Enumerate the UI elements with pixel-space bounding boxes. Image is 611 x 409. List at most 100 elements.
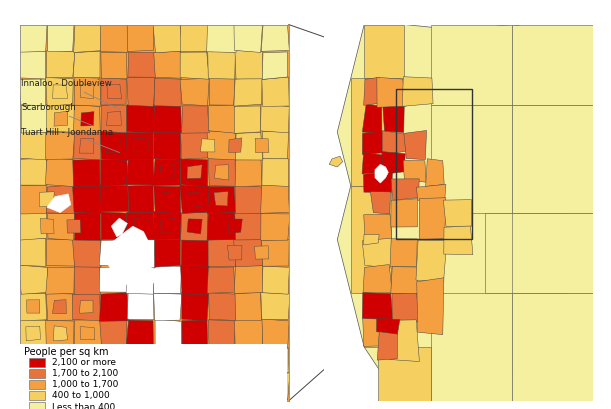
Polygon shape — [391, 199, 417, 227]
Polygon shape — [46, 346, 73, 375]
Polygon shape — [364, 77, 379, 106]
Polygon shape — [485, 213, 566, 293]
Polygon shape — [101, 106, 127, 133]
Polygon shape — [99, 185, 128, 212]
Polygon shape — [79, 138, 94, 153]
Polygon shape — [153, 266, 181, 293]
Polygon shape — [180, 347, 209, 374]
Polygon shape — [46, 132, 75, 160]
Polygon shape — [431, 105, 512, 213]
Polygon shape — [261, 292, 290, 319]
Polygon shape — [404, 130, 426, 160]
Polygon shape — [18, 373, 48, 402]
Polygon shape — [416, 240, 447, 282]
Polygon shape — [81, 112, 94, 126]
Polygon shape — [419, 198, 446, 240]
Polygon shape — [181, 239, 209, 266]
Polygon shape — [260, 104, 289, 133]
Polygon shape — [382, 104, 404, 133]
Polygon shape — [417, 278, 444, 335]
Text: 2,100 or more: 2,100 or more — [52, 358, 116, 367]
Polygon shape — [54, 111, 68, 126]
Polygon shape — [153, 293, 182, 321]
Polygon shape — [234, 265, 263, 293]
Polygon shape — [377, 332, 397, 360]
Polygon shape — [235, 106, 261, 133]
Polygon shape — [127, 23, 154, 52]
Text: People per sq km: People per sq km — [24, 347, 108, 357]
Polygon shape — [107, 84, 122, 99]
Polygon shape — [181, 212, 208, 241]
Polygon shape — [390, 320, 419, 362]
Polygon shape — [261, 213, 290, 240]
Polygon shape — [126, 212, 155, 240]
Polygon shape — [48, 25, 74, 51]
Polygon shape — [262, 52, 288, 79]
Polygon shape — [208, 105, 236, 133]
Polygon shape — [53, 85, 68, 99]
Text: Innaloo - Doubleview: Innaloo - Doubleview — [21, 79, 120, 109]
Polygon shape — [108, 354, 121, 368]
Polygon shape — [392, 293, 419, 322]
Polygon shape — [155, 319, 181, 348]
Polygon shape — [403, 160, 426, 182]
Polygon shape — [403, 76, 433, 106]
Polygon shape — [101, 52, 127, 79]
Polygon shape — [228, 219, 243, 234]
Polygon shape — [128, 239, 155, 267]
Polygon shape — [364, 25, 404, 78]
Polygon shape — [180, 131, 209, 159]
Polygon shape — [26, 326, 40, 341]
Polygon shape — [72, 347, 102, 375]
Polygon shape — [46, 239, 75, 266]
Polygon shape — [99, 374, 128, 401]
Polygon shape — [214, 191, 228, 206]
Polygon shape — [106, 139, 122, 153]
Polygon shape — [100, 132, 128, 160]
Polygon shape — [444, 226, 473, 255]
Polygon shape — [161, 218, 175, 233]
Polygon shape — [262, 373, 290, 400]
Polygon shape — [26, 300, 40, 313]
Polygon shape — [100, 159, 128, 187]
Polygon shape — [262, 159, 288, 187]
Text: 400 to 1,000: 400 to 1,000 — [52, 391, 110, 400]
Polygon shape — [19, 347, 48, 375]
Polygon shape — [20, 25, 288, 401]
Polygon shape — [214, 380, 229, 395]
Polygon shape — [154, 52, 181, 78]
Polygon shape — [20, 51, 46, 79]
Polygon shape — [75, 212, 100, 240]
Polygon shape — [363, 319, 390, 346]
Polygon shape — [235, 159, 262, 187]
Polygon shape — [214, 165, 229, 180]
Polygon shape — [153, 105, 181, 133]
Polygon shape — [431, 293, 512, 401]
Polygon shape — [101, 346, 128, 374]
Polygon shape — [391, 179, 419, 200]
Polygon shape — [262, 132, 288, 159]
Polygon shape — [209, 77, 235, 105]
Polygon shape — [207, 267, 235, 293]
Polygon shape — [111, 218, 128, 237]
Polygon shape — [382, 152, 405, 174]
Polygon shape — [255, 138, 269, 153]
Polygon shape — [262, 319, 289, 348]
Polygon shape — [74, 77, 101, 106]
Polygon shape — [153, 373, 181, 400]
Polygon shape — [21, 104, 48, 133]
Polygon shape — [234, 346, 262, 374]
Polygon shape — [126, 158, 154, 185]
Polygon shape — [126, 320, 153, 347]
Polygon shape — [241, 380, 255, 394]
Polygon shape — [126, 77, 155, 106]
Bar — [397, 88, 472, 239]
Polygon shape — [364, 214, 392, 241]
Polygon shape — [261, 347, 289, 373]
Polygon shape — [362, 238, 392, 268]
Polygon shape — [161, 191, 174, 206]
Polygon shape — [18, 79, 46, 106]
Polygon shape — [378, 347, 431, 401]
Polygon shape — [101, 77, 126, 105]
Polygon shape — [153, 347, 182, 374]
